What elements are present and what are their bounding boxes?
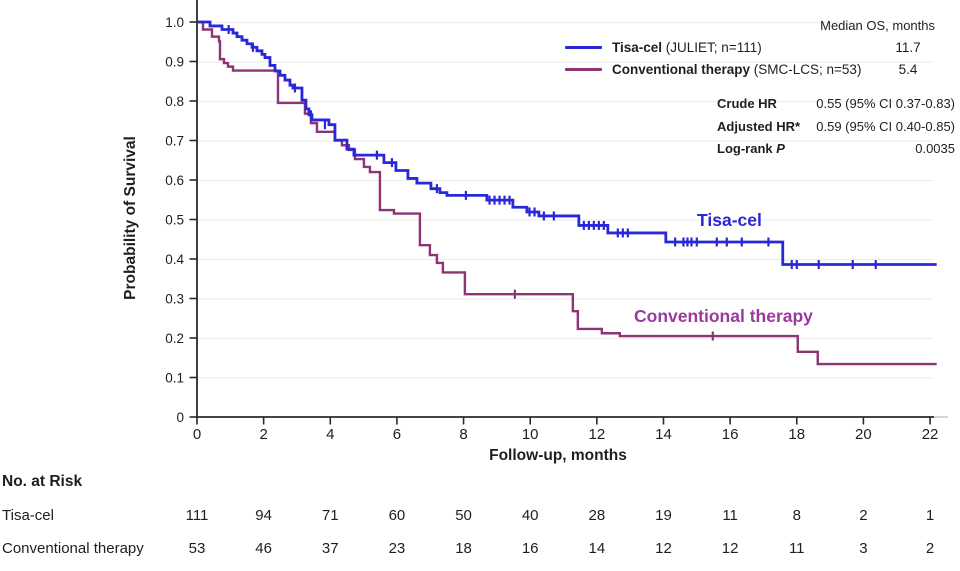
- risk-value: 53: [188, 540, 206, 557]
- risk-value: 71: [321, 507, 339, 524]
- y-axis-title: Probability of Survival: [122, 136, 139, 300]
- risk-row-label: Tisa-cel: [2, 507, 54, 524]
- x-tick-label: 14: [655, 426, 672, 443]
- risk-value: 23: [388, 540, 406, 557]
- y-tick-label: 0.2: [165, 331, 184, 346]
- x-tick-label: 6: [393, 426, 401, 443]
- y-tick-label: 0.4: [165, 252, 184, 267]
- risk-value: 3: [859, 540, 868, 557]
- risk-value: 46: [255, 540, 272, 557]
- risk-value: 8: [792, 507, 801, 524]
- x-tick-label: 20: [855, 426, 872, 443]
- crude-hr-value: 0.55 (95% CI 0.37-0.83): [816, 96, 955, 111]
- risk-value: 14: [588, 540, 606, 557]
- x-tick-label: 8: [459, 426, 467, 443]
- y-tick-label: 0.1: [165, 370, 184, 385]
- x-tick-label: 12: [588, 426, 605, 443]
- y-tick-label: 0.6: [165, 173, 184, 188]
- risk-value: 111: [185, 507, 209, 524]
- conventional-legend-swatch: [565, 68, 602, 71]
- risk-value: 2: [925, 540, 935, 557]
- x-tick-label: 4: [326, 426, 334, 443]
- risk-row-conventional: Conventional therapy 53 46 37 23 18 16 14 12 12 1…: [0, 540, 960, 557]
- median-os-header: Median OS, months: [820, 18, 935, 33]
- x-tick-label: 22: [922, 426, 939, 443]
- crude-hr-label: Crude HR: [717, 96, 777, 111]
- conventional-curve-label: Conventional therapy: [634, 306, 813, 326]
- y-tick-label: 0.8: [165, 94, 184, 109]
- risk-value: 40: [521, 507, 539, 524]
- risk-value: 16: [521, 540, 539, 557]
- risk-value: 37: [321, 540, 339, 557]
- y-tick-label: 1.0: [165, 15, 184, 30]
- y-tick-label: 0.9: [165, 54, 184, 69]
- risk-row-tisa-cel: Tisa-cel 111 94 71 60 50 40 28 19 11 8 2 1: [0, 507, 960, 524]
- adjusted-hr-value: 0.59 (95% CI 0.40-0.85): [816, 119, 955, 134]
- tisa-cel-curve-label: Tisa-cel: [697, 210, 762, 230]
- risk-value: 94: [255, 507, 272, 524]
- risk-value: 11: [722, 507, 738, 524]
- risk-value: 12: [721, 540, 739, 557]
- x-tick-label: 2: [259, 426, 267, 443]
- adjusted-hr-label: Adjusted HR*: [717, 119, 801, 134]
- risk-value: 60: [388, 507, 406, 524]
- risk-value: 11: [788, 540, 805, 557]
- risk-value: 28: [588, 507, 606, 524]
- legend-row-tisa-cel: Tisa-cel (JULIET; n=111) 11.7: [0, 40, 960, 56]
- risk-value: 1: [925, 507, 935, 524]
- risk-value: 12: [655, 540, 672, 557]
- x-tick-label: 10: [522, 426, 539, 443]
- log-rank-label: Log-rank P: [717, 141, 785, 156]
- risk-value: 2: [859, 507, 868, 524]
- risk-row-label: Conventional therapy: [2, 540, 144, 557]
- stat-row-adjusted-hr: Adjusted HR* 0.59 (95% CI 0.40-0.85): [717, 119, 955, 134]
- x-axis-title: Follow-up, months: [489, 447, 627, 464]
- y-tick-label: 0: [176, 410, 184, 425]
- stat-row-crude-hr: Crude HR 0.55 (95% CI 0.37-0.83): [717, 96, 955, 111]
- y-tick-label: 0.5: [165, 212, 184, 227]
- risk-value: 19: [655, 507, 672, 524]
- tisa-cel-median-value: 11.7: [895, 40, 921, 55]
- risk-value: 50: [455, 507, 472, 524]
- x-tick-label: 18: [788, 426, 805, 443]
- x-tick-label: 0: [193, 426, 201, 443]
- stat-row-log-rank: Log-rank P 0.0035: [717, 141, 955, 156]
- legend-row-conventional: Conventional therapy (SMC-LCS; n=53) 5.4: [0, 62, 960, 78]
- tisa-cel-legend-label: Tisa-cel (JULIET; n=111): [612, 40, 762, 55]
- conventional-legend-label: Conventional therapy (SMC-LCS; n=53): [612, 62, 862, 77]
- risk-table-title: No. at Risk: [2, 473, 83, 490]
- y-tick-label: 0.3: [165, 291, 184, 306]
- conventional-therapy-curve: [197, 20, 937, 366]
- conventional-median-value: 5.4: [898, 62, 918, 77]
- risk-value: 18: [455, 540, 472, 557]
- x-tick-label: 16: [722, 426, 739, 443]
- y-tick-label: 0.7: [165, 133, 184, 148]
- log-rank-value: 0.0035: [915, 141, 955, 156]
- tisa-cel-legend-swatch: [565, 46, 602, 49]
